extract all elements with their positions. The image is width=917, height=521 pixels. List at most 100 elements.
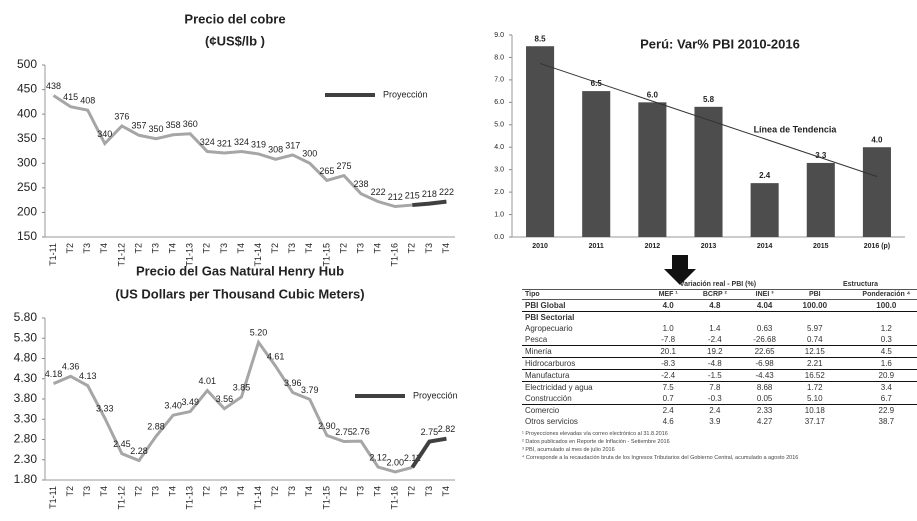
data-label: 357	[131, 121, 146, 131]
bar	[862, 147, 891, 237]
y-tick-label: 3.80	[14, 391, 38, 405]
table-cell: -26.68	[740, 334, 789, 346]
x-tick-label: T2	[407, 243, 417, 254]
table-row: Manufactura -2.4 -1.5 -4.43 16.52 20.9	[522, 369, 917, 382]
y-tick-label: 5.80	[14, 310, 38, 324]
table-cell: Minería	[522, 345, 647, 358]
x-tick-label: T2	[202, 243, 212, 254]
x-tick-label: T4	[304, 486, 314, 497]
table-cell: 2.4	[662, 406, 674, 415]
data-label: 222	[439, 187, 454, 197]
data-label: 2.90	[318, 421, 336, 431]
note: ² Datos publicados en Reporte de Inflaci…	[522, 439, 670, 445]
note: ⁴ Corresponde a la recaudación bruta de …	[522, 455, 799, 461]
data-label: 3.85	[233, 382, 251, 392]
x-tick-label: T2	[65, 243, 75, 254]
table-cell: 1.0	[662, 324, 674, 333]
x-tick-label: 2013	[701, 243, 717, 250]
x-tick-label: T1-16	[390, 486, 400, 510]
data-label: 3.3	[815, 151, 827, 160]
x-tick-label: T2	[270, 486, 280, 497]
data-label: 2.45	[113, 439, 131, 449]
table-row: Electricidad y agua 7.5 7.8 8.68 1.72 3.4	[522, 382, 917, 394]
data-label: 321	[217, 138, 232, 148]
table-cell: 4.04	[740, 299, 789, 312]
x-tick-label: T2	[202, 486, 212, 497]
table-cell: Comercio	[525, 406, 560, 415]
x-tick-label: T2	[270, 243, 280, 254]
y-tick-label: 150	[17, 229, 37, 243]
data-label: 3.56	[216, 394, 234, 404]
annotation: Línea de Tendencia	[754, 124, 838, 134]
y-tick-label: 500	[17, 57, 37, 71]
table-cell: -4.8	[689, 357, 741, 370]
data-label: 212	[388, 192, 403, 202]
data-label: 215	[405, 190, 420, 200]
table-cell: 22.9	[878, 406, 895, 415]
x-tick-label: T4	[236, 243, 246, 254]
x-tick-label: T1-15	[321, 243, 331, 267]
y-tick-label: 5.0	[494, 122, 504, 129]
table-cell: 10.18	[804, 406, 825, 415]
x-tick-label: 2010	[532, 243, 548, 250]
x-tick-label: T1-12	[116, 486, 126, 510]
table-cell: 100.00	[788, 299, 841, 312]
data-label: 408	[80, 96, 95, 106]
column-header: PBI	[788, 289, 841, 300]
table-cell: Otros servicios	[525, 417, 578, 426]
table-cell: 4.5	[840, 345, 917, 358]
column-header: MEF ¹	[646, 289, 690, 300]
x-tick-label: T4	[168, 486, 178, 497]
x-tick-label: T2	[133, 243, 143, 254]
table-panel: Variación real - PBI (%) Estructura Tipo ME…	[522, 280, 917, 521]
data-label: 275	[336, 161, 351, 171]
y-tick-label: 3.0	[494, 167, 504, 174]
data-label: 6.0	[647, 90, 659, 99]
x-tick-label: 2012	[645, 243, 661, 250]
table-cell: 0.05	[740, 393, 789, 405]
table-row: Otros servicios 4.6 3.9 4.27 37.17 38.7	[522, 416, 917, 427]
x-tick-label: T3	[424, 486, 434, 497]
table-cell: 16.52	[788, 369, 841, 382]
data-label: 5.20	[250, 328, 268, 338]
y-tick-label: 2.0	[494, 189, 504, 196]
table-cell: 3.4	[880, 383, 892, 392]
bar	[526, 46, 555, 237]
bar	[638, 102, 667, 237]
table-cell: Agropecuario	[525, 324, 573, 333]
data-label: 2.28	[130, 446, 148, 456]
data-label: 350	[149, 124, 164, 134]
table-cell: Electricidad y agua	[525, 383, 593, 392]
y-tick-label: 1.0	[494, 211, 504, 218]
table-cell: -1.5	[689, 369, 741, 382]
y-tick-label: 0.0	[494, 234, 504, 241]
table-cell: 0.7	[646, 393, 690, 405]
column-header: Ponderación ⁴	[840, 289, 917, 300]
data-label: 4.61	[267, 352, 285, 362]
y-tick-label: 9.0	[494, 32, 504, 39]
group-row: Variación real - PBI (%) Estructura	[522, 280, 917, 290]
x-tick-label: T3	[82, 243, 92, 254]
table-cell: Pesca	[522, 334, 647, 346]
series-line	[412, 199, 447, 208]
table-cell: 4.27	[756, 417, 773, 426]
y-tick-label: 1.80	[14, 472, 38, 486]
table-cell: Hidrocarburos	[522, 357, 647, 370]
trend-line	[539, 62, 878, 177]
table-cell: 7.8	[709, 383, 721, 392]
data-label: 319	[251, 139, 266, 149]
data-label: 8.5	[535, 34, 547, 43]
column-header: INEI ³	[740, 289, 789, 300]
y-tick-label: 8.0	[494, 54, 504, 61]
x-tick-label: 2014	[757, 243, 773, 250]
y-tick-label: 250	[17, 180, 37, 194]
y-tick-label: 4.30	[14, 371, 38, 385]
table-head: Variación real - PBI (%) Estructura Tipo ME…	[522, 280, 917, 300]
data-label: 308	[268, 145, 283, 155]
note: ¹ Proyecciones elevadas vía correo elect…	[522, 431, 668, 437]
table-cell: 0.63	[756, 324, 773, 333]
x-tick-label: T3	[287, 243, 297, 254]
table-cell: Construcción	[522, 393, 647, 405]
table-cell: 0.3	[840, 334, 917, 346]
